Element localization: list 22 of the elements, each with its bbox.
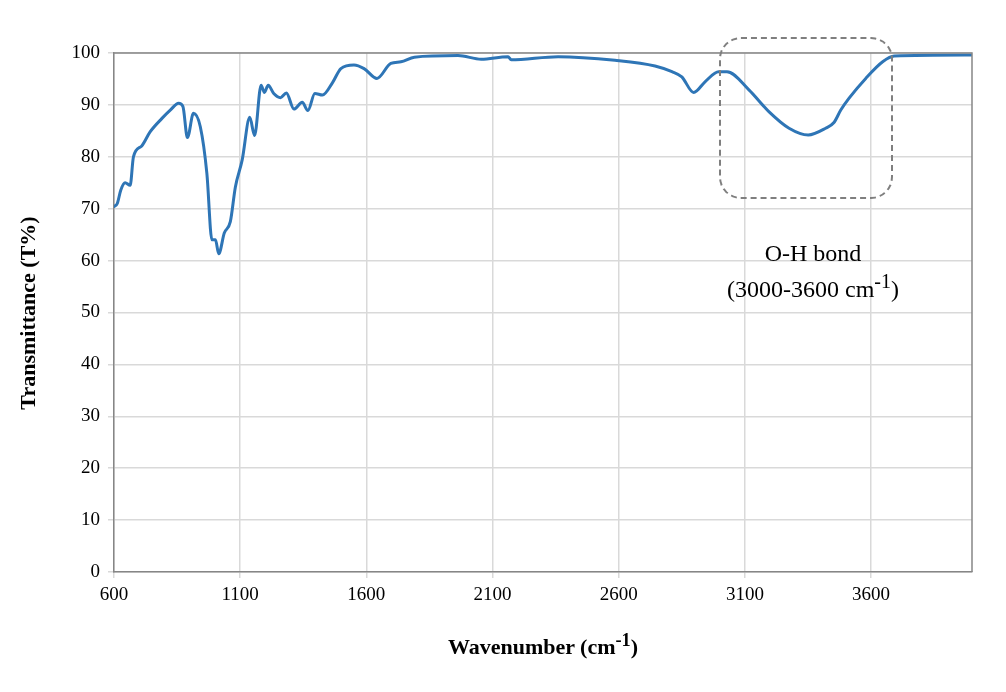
y-axis-title: Transmittance (T%) xyxy=(15,215,41,410)
y-tick-label: 90 xyxy=(81,92,100,114)
y-tick-label: 60 xyxy=(81,248,100,270)
x-tick-label: 2600 xyxy=(599,583,638,605)
y-tick-label: 40 xyxy=(81,352,100,374)
y-tick-label: 0 xyxy=(90,559,100,581)
x-tick-label: 2100 xyxy=(473,583,512,605)
y-tick-label: 50 xyxy=(81,300,100,322)
y-tick-label: 20 xyxy=(81,456,100,478)
y-tick-label: 100 xyxy=(71,40,100,62)
y-tick-label: 80 xyxy=(81,144,100,166)
x-tick-label: 1600 xyxy=(347,583,386,605)
x-tick-label: 3100 xyxy=(725,583,764,605)
annotation: (3000-3600 cm$^{-1}$) xyxy=(726,270,900,303)
y-tick-label: 10 xyxy=(81,508,100,530)
x-tick-label: 600 xyxy=(99,583,129,605)
y-tick-label: 30 xyxy=(81,404,100,426)
annotation: O-H bond xyxy=(763,240,863,267)
y-tick-label: 70 xyxy=(81,196,100,218)
x-axis-title: Wavenumber (cm$^{-1}$) xyxy=(446,630,640,661)
x-tick-label: 1100 xyxy=(221,583,259,605)
x-tick-label: 3600 xyxy=(852,583,891,605)
